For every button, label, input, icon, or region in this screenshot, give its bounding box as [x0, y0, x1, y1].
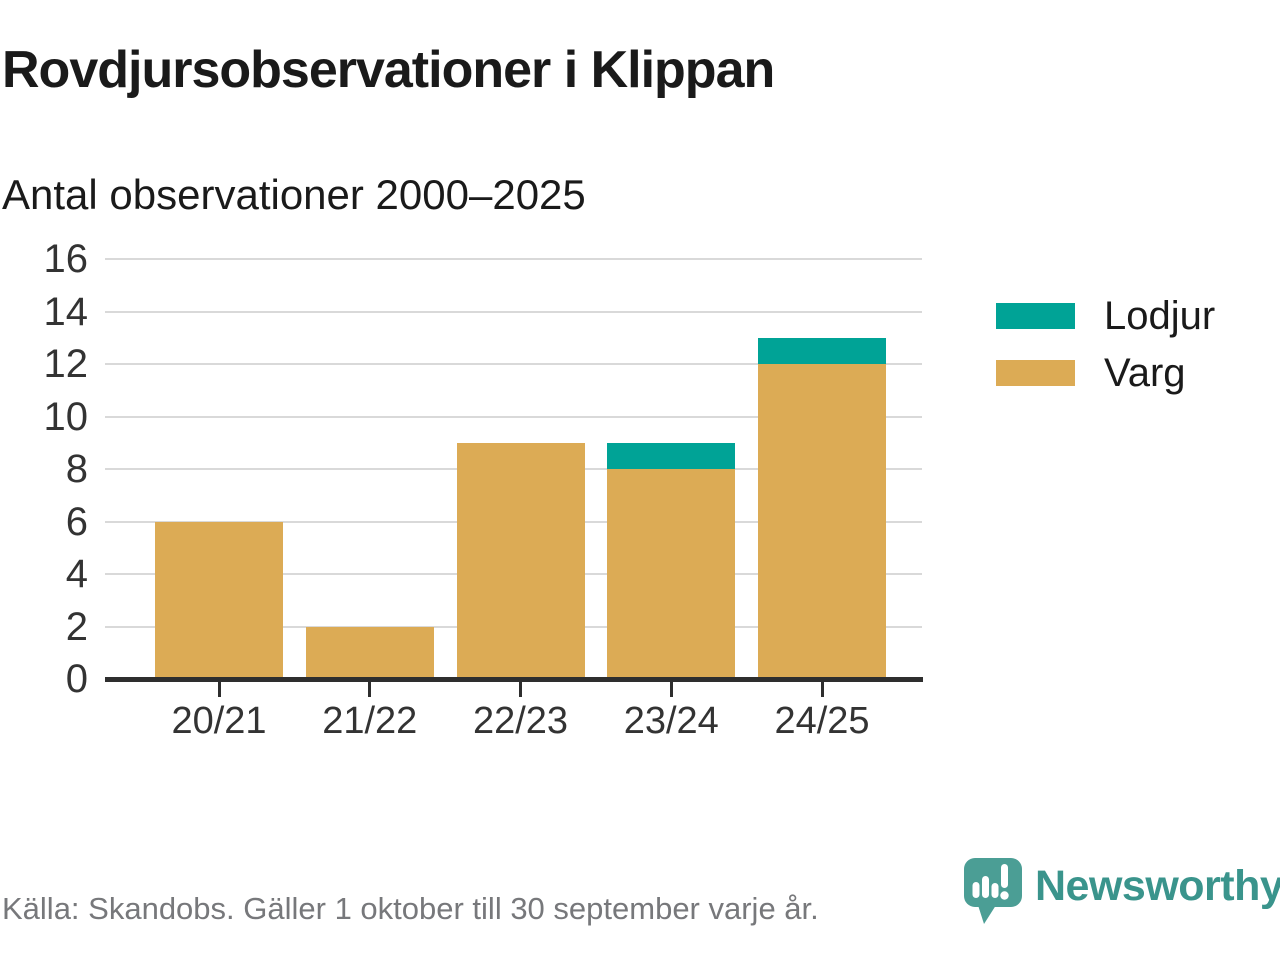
y-axis-tick-label: 2 — [65, 604, 88, 649]
chart-title: Rovdjursobservationer i Klippan — [2, 41, 775, 99]
x-axis-tick — [519, 682, 522, 697]
bar-23-24-varg — [607, 469, 736, 679]
x-axis-line — [105, 677, 923, 682]
gridline-y-12 — [105, 363, 922, 365]
newsworthy-wordmark: Newsworthy — [1035, 862, 1280, 910]
y-axis-tick-label: 6 — [65, 499, 88, 544]
plot-area — [105, 258, 922, 679]
y-axis-tick-label: 4 — [65, 552, 88, 596]
gridline-y-10 — [105, 415, 922, 418]
bar-24-25-lodjur — [758, 337, 886, 364]
bar-22-23-varg — [456, 442, 585, 679]
legend-swatch-lodjur — [996, 303, 1075, 329]
x-axis-tick-label: 24/25 — [774, 700, 870, 742]
legend-label-varg: Varg — [1104, 351, 1186, 395]
y-axis-tick-label: 12 — [43, 342, 89, 386]
y-axis-tick-label: 0 — [65, 657, 88, 701]
gridline-y-16 — [105, 258, 922, 260]
source-note: Källa: Skandobs. Gäller 1 oktober till 3… — [2, 891, 819, 926]
bar-24-25-varg — [758, 364, 886, 679]
legend-label-lodjur: Lodjur — [1104, 294, 1216, 338]
bar-23-24-lodjur — [607, 442, 736, 469]
x-axis-tick-label: 23/24 — [623, 700, 719, 742]
bar-21-22-varg — [305, 626, 434, 679]
x-axis-tick — [217, 682, 221, 697]
gridline-y-14 — [105, 310, 922, 313]
bar-20-21-varg — [155, 521, 283, 679]
x-axis-tick-label: 20/21 — [171, 700, 267, 742]
newsworthy-bubble-chart-icon — [964, 858, 1022, 924]
x-axis-tick — [669, 682, 673, 697]
chart-subtitle: Antal observationer 2000–2025 — [2, 171, 586, 218]
y-axis-tick-label: 16 — [43, 237, 89, 281]
x-axis-tick-label: 21/22 — [322, 700, 418, 742]
y-axis-tick-label: 10 — [43, 394, 89, 439]
x-axis-tick — [820, 682, 824, 697]
y-axis-tick-label: 8 — [65, 447, 88, 491]
newsworthy-logo: Newsworthy — [963, 858, 1280, 928]
legend-swatch-varg — [996, 360, 1075, 386]
y-axis-tick-label: 14 — [43, 289, 89, 334]
x-axis-tick-label: 22/23 — [472, 700, 569, 742]
x-axis-tick — [368, 682, 372, 697]
